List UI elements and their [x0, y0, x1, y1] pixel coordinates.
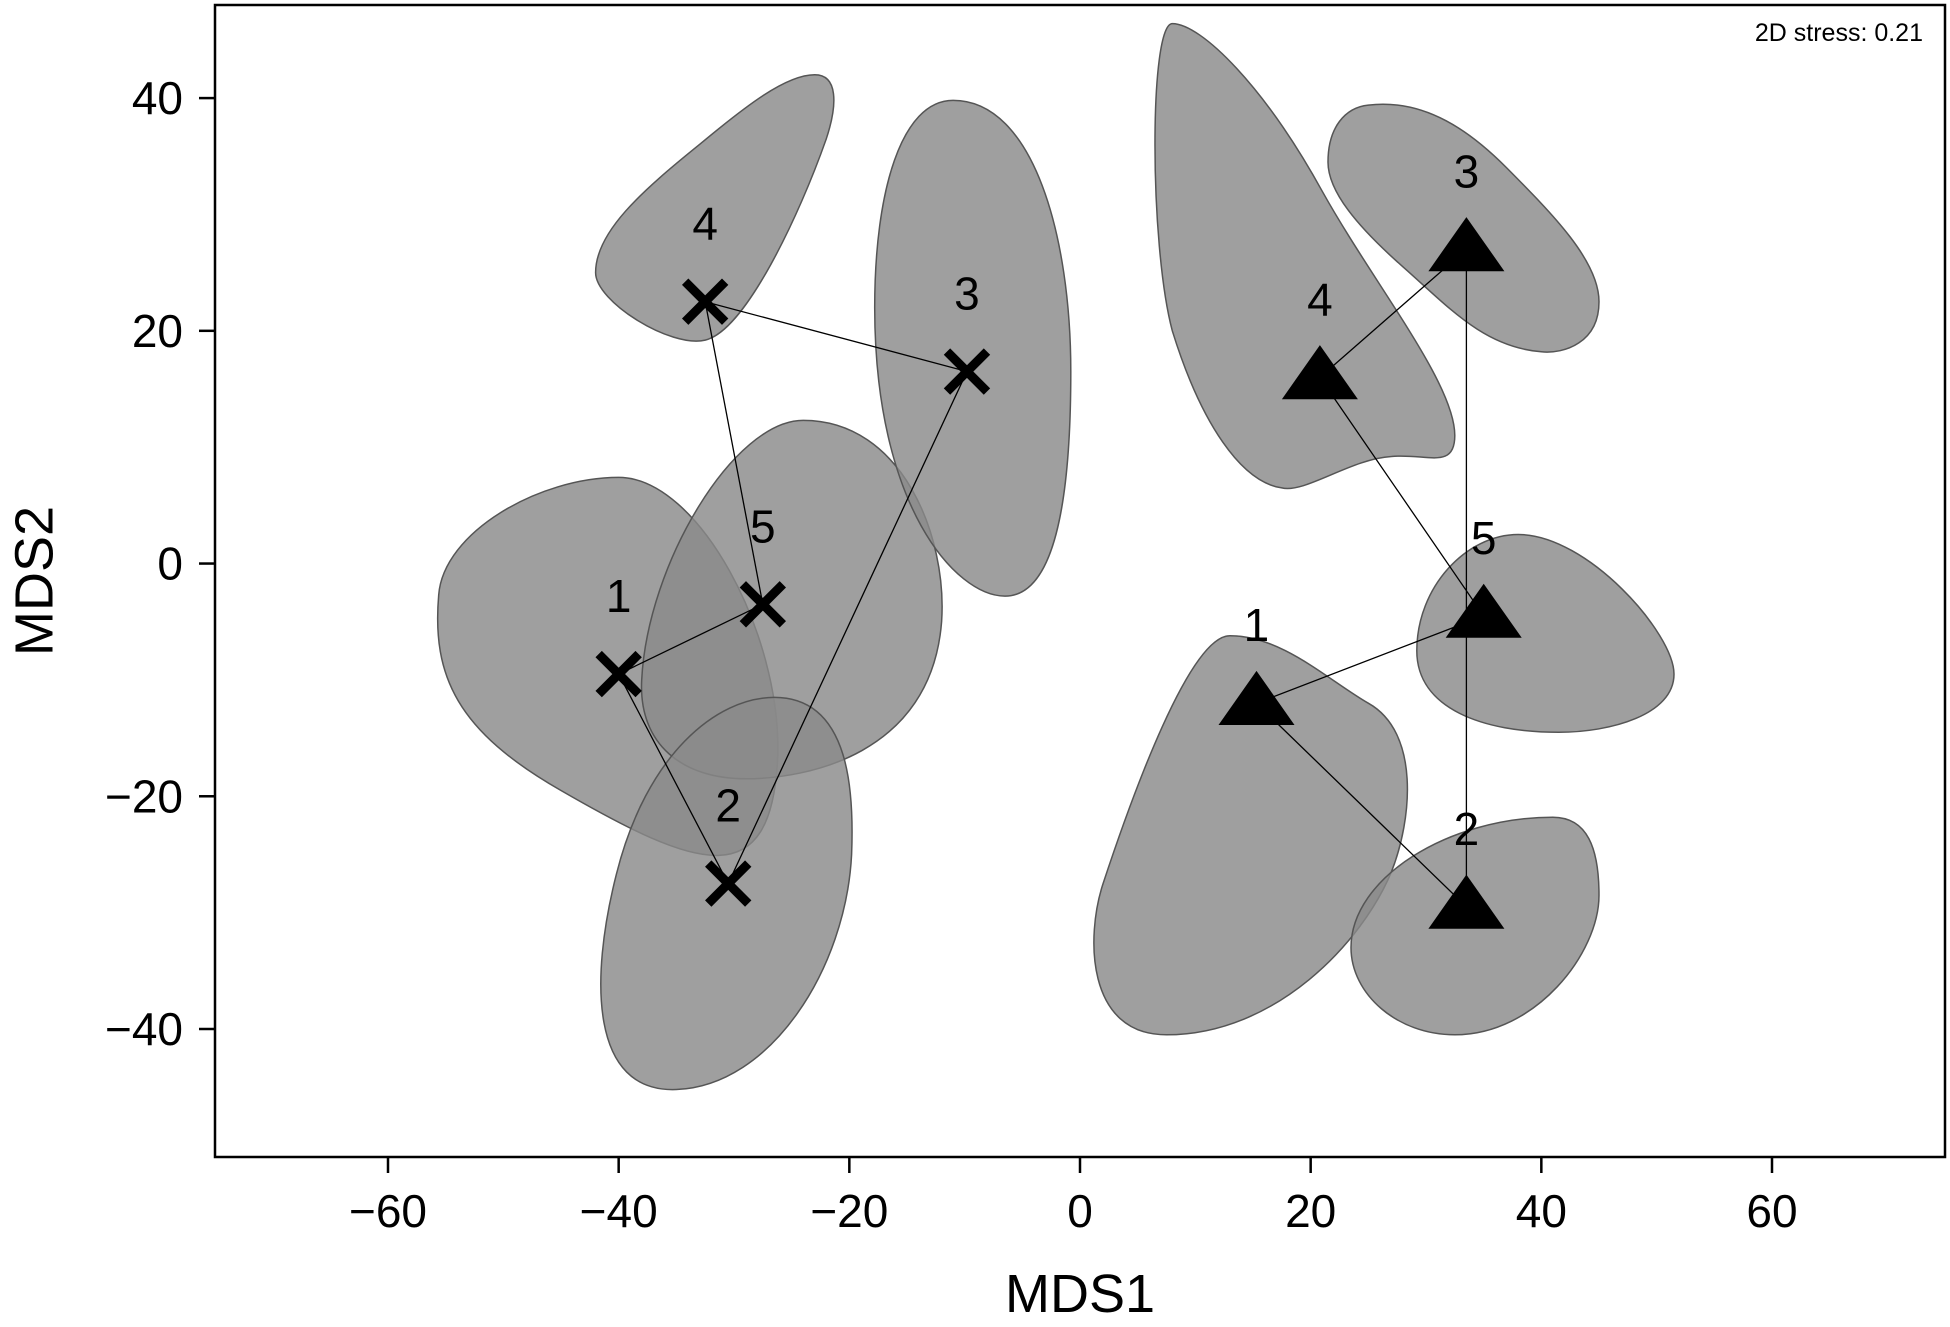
triangle-marker-3 [1428, 217, 1505, 272]
point-label-x-2: 2 [715, 780, 741, 832]
y-tick-label: 0 [157, 538, 183, 590]
series-1-path [617, 301, 968, 885]
point-label-t-5: 5 [1471, 512, 1497, 564]
point-label-x-4: 4 [692, 198, 718, 250]
x-marker-4 [681, 278, 729, 325]
x-tick-label: −40 [580, 1185, 658, 1237]
region-x-4 [594, 74, 835, 342]
point-label-t-1: 1 [1244, 599, 1270, 651]
triangle-marker-4 [1281, 345, 1358, 400]
y-tick-label: −20 [105, 770, 183, 822]
triangle-marker-5 [1445, 583, 1522, 638]
regions-layer [436, 22, 1675, 1091]
x-axis: −60 −40 −20 0 20 40 60 [349, 1157, 1798, 1237]
x-marker-5 [739, 581, 787, 628]
point-label-x-3: 3 [954, 268, 980, 320]
triangle-marker-1 [1218, 670, 1295, 725]
region-t-4 [1154, 22, 1456, 490]
region-x-2 [600, 696, 853, 1091]
x-marker-3 [943, 348, 991, 395]
triangle-marker-2 [1428, 874, 1505, 929]
region-t-5 [1416, 533, 1675, 734]
point-label-x-5: 5 [750, 500, 776, 552]
labels-layer: 1 2 3 4 5 1 2 3 4 5 [606, 145, 1497, 854]
point-label-t-2: 2 [1454, 803, 1480, 855]
x-marker-2 [705, 860, 752, 907]
y-tick-label: 40 [132, 72, 183, 124]
markers-layer [595, 217, 1522, 929]
region-t-1 [1093, 634, 1409, 1036]
y-tick-label: 20 [132, 305, 183, 357]
x-tick-label: 20 [1285, 1185, 1336, 1237]
point-label-t-3: 3 [1454, 145, 1480, 197]
region-x-3 [873, 99, 1072, 597]
y-tick-label: −40 [105, 1003, 183, 1055]
x-tick-label: 60 [1746, 1185, 1797, 1237]
x-marker-1 [595, 650, 642, 698]
y-axis-title: MDS2 [4, 506, 64, 656]
point-label-t-4: 4 [1307, 273, 1333, 325]
x-tick-label: 0 [1067, 1185, 1093, 1237]
y-axis: −40 −20 0 20 40 [105, 72, 215, 1055]
x-tick-label: −20 [810, 1185, 888, 1237]
x-tick-label: 40 [1516, 1185, 1567, 1237]
x-tick-label: −60 [349, 1185, 427, 1237]
x-axis-title: MDS1 [1005, 1264, 1155, 1322]
stress-annotation: 2D stress: 0.21 [1755, 19, 1923, 47]
point-label-x-1: 1 [606, 570, 632, 622]
